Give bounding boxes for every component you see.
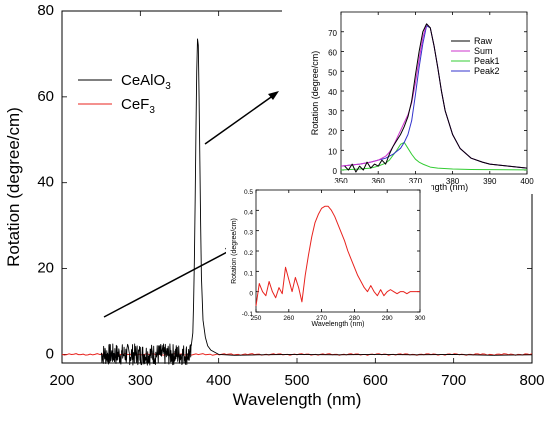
inset1-series-raw	[344, 23, 528, 173]
inset1-legend-label: Peak1	[474, 56, 500, 66]
inset2-x-tick-label: 270	[316, 315, 327, 322]
main-x-tick-label: 300	[128, 372, 153, 389]
inset2-x-tick-label: 290	[382, 315, 393, 322]
legend-label-cef: CeF3	[121, 96, 155, 116]
inset2-x-ticks: 250 260 270 280 290 300	[251, 190, 426, 322]
main-x-tick-label: 200	[49, 372, 74, 389]
main-y-tick-label: 20	[37, 260, 54, 277]
inset1-y-tick-label: 60	[328, 49, 337, 58]
inset1-x-tick-label: 400	[520, 177, 534, 186]
inset2-series-line	[255, 205, 420, 306]
inset1-y-tick-label: 40	[328, 88, 337, 97]
main-x-tick-label: 800	[519, 372, 544, 389]
main-y-tick-label: 0	[46, 345, 54, 362]
inset2-series	[255, 205, 420, 306]
inset2-x-tick-label: 280	[349, 315, 360, 322]
inset2-x-axis-label: Wavelength (nm)	[311, 321, 364, 328]
main-x-tick-label: 600	[363, 372, 388, 389]
inset1-x-tick-label: 370	[409, 177, 423, 186]
inset1-x-tick-label: 350	[334, 177, 348, 186]
inset1-legend-label: Raw	[474, 36, 493, 46]
inset2-y-tick-label: -0.1	[242, 311, 254, 318]
arrow-head-top-inset	[268, 91, 279, 100]
inset1-series-peak1	[340, 141, 528, 171]
inset2-x-tick-label: 250	[251, 315, 262, 322]
main-y-tick-label: 80	[37, 2, 54, 19]
inset2-x-tick-label: 300	[415, 315, 426, 322]
inset1-y-tick-label: 0	[333, 167, 338, 176]
inset1-y-ticks: 0 10 20 30 40 50 60 70	[328, 29, 527, 176]
main-x-axis-label: Wavelength (nm)	[233, 390, 362, 409]
inset2-y-tick-label: 0.3	[244, 230, 253, 237]
series-line-cealo3	[100, 38, 533, 366]
inset2-y-tick-label: 0	[249, 291, 253, 298]
inset2-x-tick-label: 260	[283, 315, 294, 322]
inset1-x-tick-label: 380	[446, 177, 460, 186]
arrow-to-bottom-inset	[103, 249, 232, 318]
inset1-legend-label: Sum	[474, 46, 493, 56]
inset1-y-axis-label: Rotation (degree/cm)	[310, 51, 320, 136]
legend-label-ceal: CeAlO3	[121, 72, 171, 92]
inset-top-right: 350 360 370 380 390 400 0 10 20 30 40 50 60 70 Wavel…	[282, 3, 544, 194]
main-y-tick-label: 40	[37, 174, 54, 191]
inset2-y-ticks: -0.1 0 0.1 0.2 0.3 0.4 0.5	[242, 189, 420, 318]
inset1-y-tick-label: 20	[328, 128, 337, 137]
inset2-y-axis-label: Rotation (degree/cm)	[231, 218, 238, 284]
inset2-y-tick-label: 0.1	[244, 270, 253, 277]
inset1-x-ticks: 350 360 370 380 390 400	[334, 12, 534, 186]
arrow-to-top-inset	[204, 94, 275, 145]
inset-bottom: 250 260 270 280 290 300 -0.100.10.20.30.40.5 …	[226, 183, 431, 329]
inset2-y-tick-label: 0.2	[244, 250, 253, 257]
main-series	[61, 38, 533, 366]
inset1-y-tick-label: 30	[328, 108, 337, 117]
inset1-y-tick-label: 10	[328, 147, 337, 156]
main-y-ticks: 0 20 40 60 80	[37, 2, 532, 362]
main-y-axis-label: Rotation (degree/cm)	[4, 107, 23, 267]
inset1-x-axis-label: Wavelength (nm)	[400, 182, 468, 192]
inset1-legend-label: Peak2	[474, 66, 500, 76]
inset1-y-tick-label: 70	[328, 29, 337, 38]
inset1-x-tick-label: 360	[372, 177, 386, 186]
main-x-ticks: 200 300 400 500 600 700 800	[49, 11, 545, 389]
main-legend: CeAlO3 CeF3	[78, 72, 171, 116]
main-x-tick-label: 400	[206, 372, 231, 389]
inset2-y-tick-label: 0.5	[244, 189, 253, 196]
inset2-background	[226, 183, 431, 329]
inset1-y-tick-label: 50	[328, 68, 337, 77]
inset2-y-tick-label: 0.4	[244, 209, 253, 216]
inset1-series	[340, 23, 528, 173]
inset1-x-tick-label: 390	[483, 177, 497, 186]
main-y-tick-label: 60	[37, 88, 54, 105]
main-x-tick-label: 700	[441, 372, 466, 389]
inset1-plot-frame	[340, 11, 528, 175]
main-x-tick-label: 500	[284, 372, 309, 389]
